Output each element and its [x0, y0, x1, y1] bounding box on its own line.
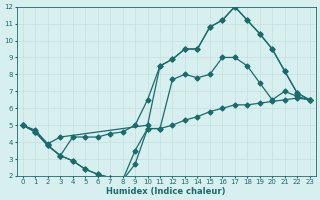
X-axis label: Humidex (Indice chaleur): Humidex (Indice chaleur) [107, 187, 226, 196]
